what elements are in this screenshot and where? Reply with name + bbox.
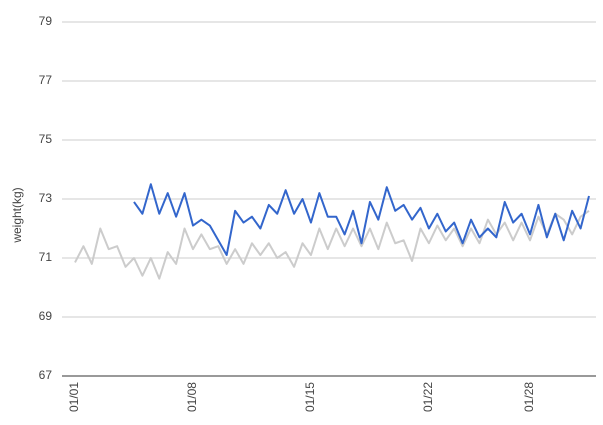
x-tick-label: 01/28 xyxy=(522,382,536,412)
y-tick-label: 79 xyxy=(39,14,53,28)
x-tick-label: 01/01 xyxy=(67,382,81,412)
x-tick-label: 01/15 xyxy=(303,382,317,412)
y-tick-label: 73 xyxy=(39,191,53,205)
y-tick-label: 71 xyxy=(39,250,53,264)
x-tick-label: 01/22 xyxy=(421,382,435,412)
y-tick-label: 67 xyxy=(39,368,53,382)
y-tick-label: 75 xyxy=(39,132,53,146)
data-line xyxy=(74,209,590,280)
y-tick-label: 77 xyxy=(39,73,53,87)
data-line xyxy=(133,183,590,257)
y-axis-label: weight(kg) xyxy=(10,187,24,243)
y-tick-label: 69 xyxy=(39,309,53,323)
x-tick-label: 01/08 xyxy=(185,382,199,412)
